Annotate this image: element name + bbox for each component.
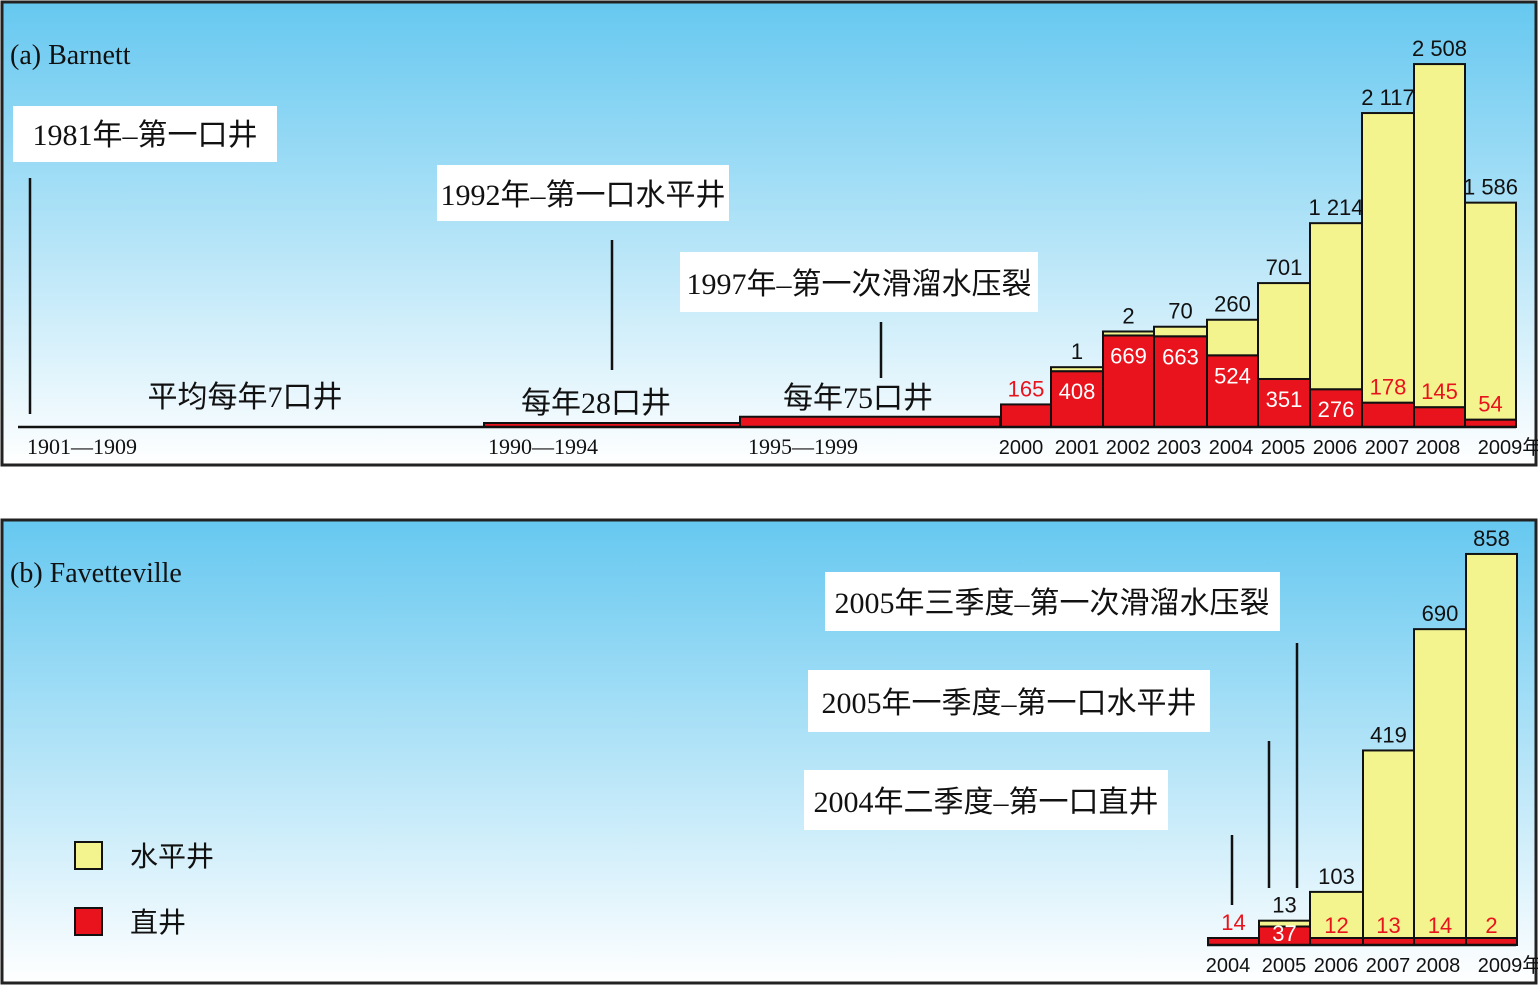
legend-vertical-swatch <box>74 907 103 936</box>
tick-label-2004: 2004 <box>1206 955 1251 977</box>
panel-a-title: (a) Barnett <box>10 40 131 71</box>
tick-label-2007: 2007 <box>1365 437 1410 459</box>
tick-label-1901—1909: 1901—1909 <box>27 434 137 459</box>
tick-label-2008: 2008 <box>1416 437 1461 459</box>
annotation-b1-box <box>825 572 1280 631</box>
tick-label-2004: 2004 <box>1209 437 1254 459</box>
label-vertical-2007: 178 <box>1370 375 1407 400</box>
tick-label-2008: 2008 <box>1416 955 1461 977</box>
tick-label-2009: 2009年 <box>1478 436 1538 459</box>
label-horizontal-2007: 419 <box>1370 722 1407 747</box>
legend-horizontal-swatch <box>74 841 103 870</box>
bar-horizontal-2003 <box>1153 325 1208 338</box>
bar-horizontal-2007 <box>1361 112 1415 404</box>
bar-horizontal-2008 <box>1413 63 1466 409</box>
label-horizontal-2005: 13 <box>1272 893 1296 918</box>
panel-favetteville: (b) Favetteville 2005年三季度–第一次滑溜水压裂 2005年… <box>0 518 1538 985</box>
label-vertical-2004: 14 <box>1221 910 1245 935</box>
panel-a-tick-labels: 1901—1909 1990—1994 1995—1999 2000 2001 2002 2… <box>27 434 1538 459</box>
legend-horizontal-label: 水平井 <box>130 841 214 872</box>
annotation-b1: 2005年三季度–第一次滑溜水压裂 <box>835 587 1270 620</box>
legend-vertical-label: 直井 <box>130 907 186 938</box>
panel-a-bars: 165 408 1 669 2 663 70 524 260 351 701 276 1 214 178 2… <box>483 36 1518 429</box>
label-vertical-2000: 165 <box>1008 376 1045 401</box>
annotation-a2: 1992年–第一口水平井 <box>441 179 726 212</box>
tick-label-2006: 2006 <box>1314 955 1359 977</box>
tick-label-1990—1994: 1990—1994 <box>488 434 598 459</box>
panel-b-background <box>0 518 1538 985</box>
annotation-b3: 2004年二季度–第一口直井 <box>814 786 1159 819</box>
annotation-b2-box <box>808 670 1210 732</box>
label-vertical-2006: 276 <box>1318 397 1355 422</box>
period-label-1: 平均每年7口井 <box>148 381 343 414</box>
label-vertical-2002: 669 <box>1110 343 1147 368</box>
bar-horizontal-2002 <box>1102 330 1155 337</box>
tick-label-2000: 2000 <box>999 437 1044 459</box>
bar-vertical-1995—1999 <box>739 415 1001 428</box>
bar-vertical-2002 <box>1102 334 1155 429</box>
label-vertical-2004: 524 <box>1214 363 1251 388</box>
annotation-a3: 1997年–第一次滑溜水压裂 <box>687 268 1032 301</box>
label-vertical-2009: 2 <box>1485 913 1497 938</box>
tick-label-1995—1999: 1995—1999 <box>748 434 858 459</box>
bar-horizontal-2009 <box>1465 552 1518 940</box>
annotation-a2-box <box>437 165 729 221</box>
label-horizontal-2003: 70 <box>1168 299 1192 324</box>
label-horizontal-2004: 260 <box>1214 292 1251 317</box>
bar-horizontal-2008 <box>1413 628 1467 939</box>
label-horizontal-2002: 2 <box>1122 303 1134 328</box>
label-vertical-2003: 663 <box>1162 344 1199 369</box>
bar-vertical-2000 <box>1000 403 1052 429</box>
label-vertical-2006: 12 <box>1324 913 1348 938</box>
label-vertical-2007: 13 <box>1376 913 1400 938</box>
tick-label-2009: 2009年 <box>1478 954 1538 977</box>
tick-label-2007: 2007 <box>1366 955 1411 977</box>
label-horizontal-2008: 690 <box>1422 601 1459 626</box>
bar-horizontal-2006 <box>1309 222 1363 391</box>
annotation-a3-box <box>680 252 1038 312</box>
label-vertical-2009: 54 <box>1478 392 1502 417</box>
label-vertical-2008: 145 <box>1421 379 1458 404</box>
label-horizontal-2008: 2 508 <box>1412 36 1467 61</box>
bar-horizontal-2001 <box>1050 366 1104 373</box>
panel-b-bars: 14 37 13 12 103 13 419 14 690 2 858 <box>1207 526 1518 946</box>
label-vertical-2005: 37 <box>1272 921 1296 946</box>
bar-vertical-2008 <box>1413 406 1466 429</box>
bar-horizontal-2007 <box>1362 749 1415 940</box>
tick-label-2003: 2003 <box>1157 437 1202 459</box>
label-horizontal-2009: 1 586 <box>1463 175 1518 200</box>
label-horizontal-2006: 1 214 <box>1308 195 1363 220</box>
panel-b-tick-labels: 2004 2005 2006 2007 2008 2009年 <box>1206 954 1538 977</box>
tick-label-2005: 2005 <box>1261 437 1306 459</box>
label-vertical-2008: 14 <box>1428 913 1452 938</box>
label-horizontal-2005: 701 <box>1266 255 1303 280</box>
bar-horizontal-2009 <box>1464 201 1517 421</box>
tick-label-2001: 2001 <box>1055 437 1100 459</box>
annotation-a1-box <box>13 106 277 162</box>
label-vertical-2005: 351 <box>1266 387 1303 412</box>
annotation-b2: 2005年一季度–第一口水平井 <box>822 687 1197 720</box>
bar-horizontal-2004 <box>1206 318 1259 357</box>
label-horizontal-2006: 103 <box>1318 864 1355 889</box>
tick-label-2005: 2005 <box>1262 955 1307 977</box>
label-vertical-2001: 408 <box>1059 379 1096 404</box>
label-horizontal-2007: 2 117 <box>1361 85 1414 110</box>
label-horizontal-2001: 1 <box>1071 339 1083 364</box>
label-horizontal-2009: 858 <box>1473 526 1510 551</box>
period-label-3: 每年75口井 <box>783 382 933 415</box>
bar-vertical-2007 <box>1361 401 1415 428</box>
period-label-2: 每年28口井 <box>521 387 671 420</box>
legend: 水平井 直井 <box>74 841 214 938</box>
panel-barnett: (a) Barnett 1981年–第一口井 1992年–第一口水平井 1997… <box>0 0 1538 467</box>
tick-label-2006: 2006 <box>1313 437 1358 459</box>
annotation-a1: 1981年–第一口井 <box>33 119 258 152</box>
bar-horizontal-2005 <box>1257 282 1311 380</box>
panel-b-title: (b) Favetteville <box>10 558 182 589</box>
annotation-b3-box <box>804 770 1168 830</box>
tick-label-2002: 2002 <box>1106 437 1151 459</box>
